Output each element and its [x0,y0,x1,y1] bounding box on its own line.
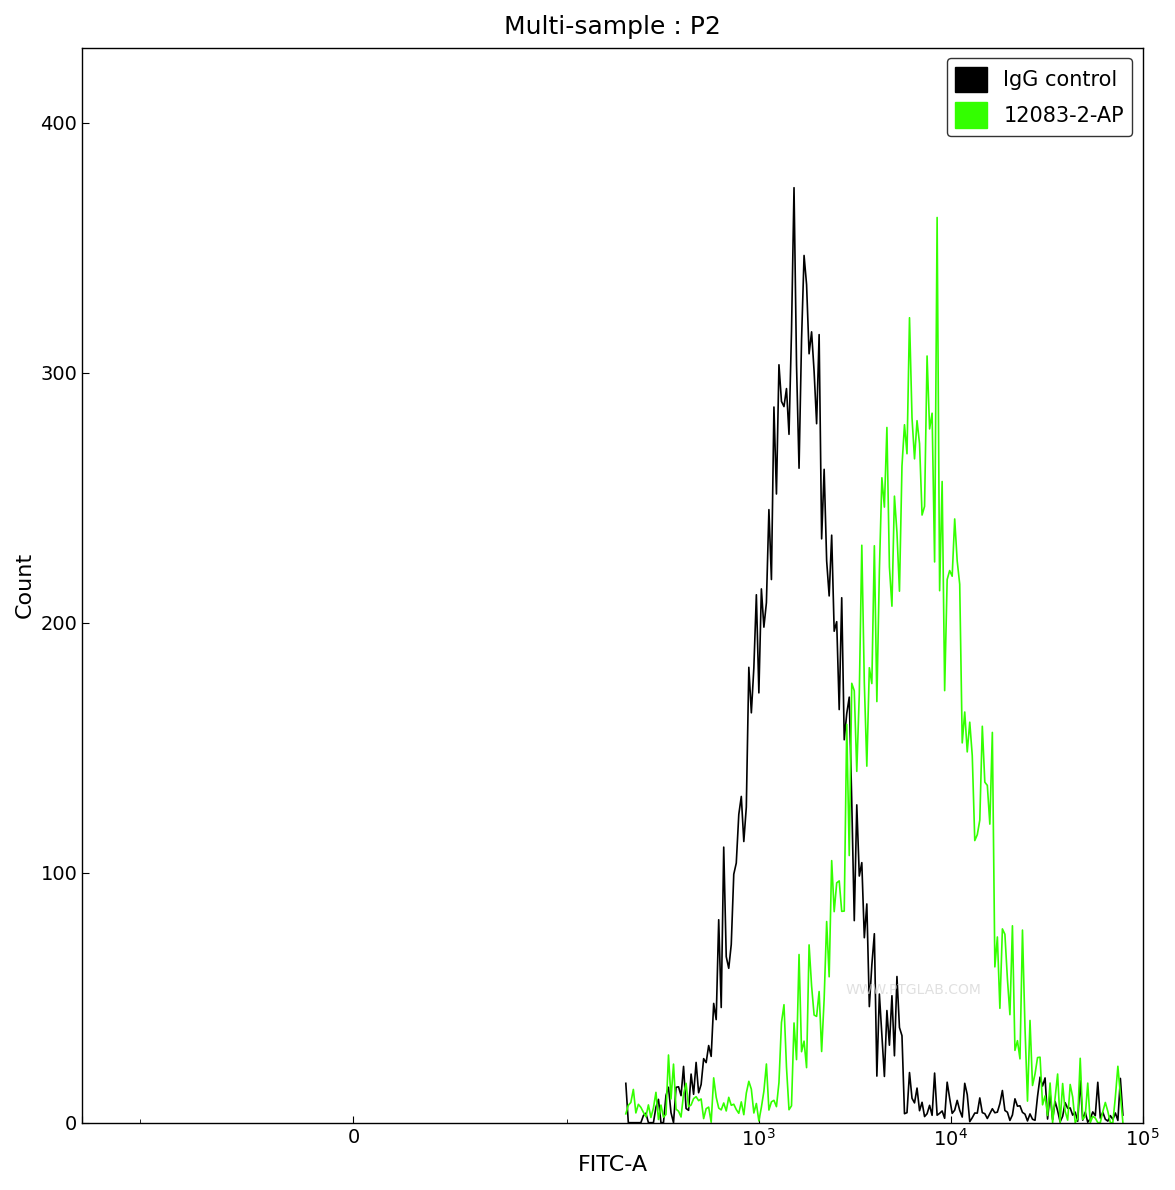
Legend: IgG control, 12083-2-AP: IgG control, 12083-2-AP [947,58,1133,136]
12083-2-AP [842,848,857,863]
12083-2-AP [797,1034,811,1048]
12083-2-AP [872,564,886,578]
12083-2-AP [1103,1115,1117,1129]
12083-2-AP [1083,1115,1097,1129]
12083-2-AP [931,211,945,225]
12083-2-AP [1116,1115,1130,1129]
IgG control [1116,1108,1130,1122]
IgG control [1053,1115,1067,1129]
IgG control [1103,1109,1117,1123]
X-axis label: FITC-A: FITC-A [577,1155,647,1175]
12083-2-AP [1053,1115,1067,1129]
IgG control [619,1076,633,1090]
Y-axis label: Count: Count [15,552,35,619]
IgG control [622,1115,636,1129]
12083-2-AP [1046,1115,1060,1129]
Title: Multi-sample : P2: Multi-sample : P2 [504,15,721,39]
Text: WWW.PTGLAB.COM: WWW.PTGLAB.COM [846,983,981,997]
Line: 12083-2-AP: 12083-2-AP [626,218,1123,1122]
IgG control [1083,1111,1097,1126]
IgG control [787,181,801,195]
Line: IgG control: IgG control [626,188,1123,1122]
12083-2-AP [619,1107,633,1121]
IgG control [878,1070,892,1084]
IgG control [803,346,817,361]
IgG control [847,914,861,928]
